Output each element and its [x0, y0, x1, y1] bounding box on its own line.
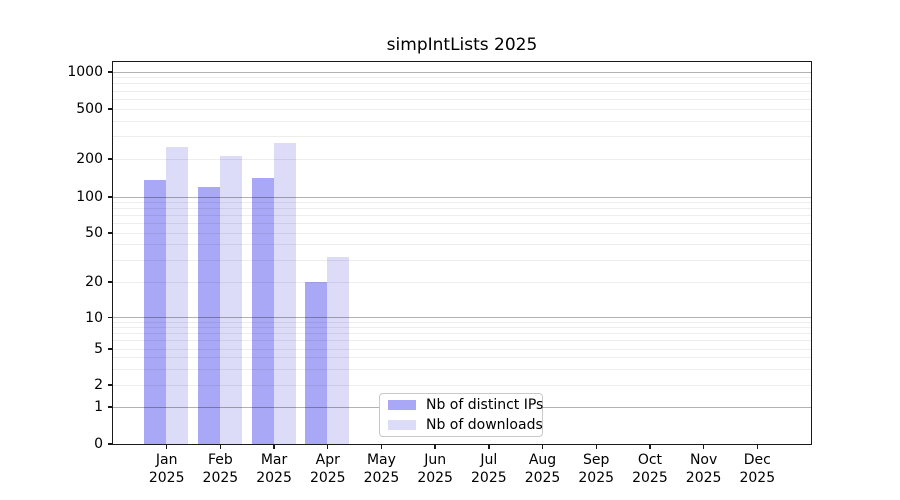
x-tick-label-line: 2025	[685, 469, 722, 486]
legend-swatch-distinct-ips	[388, 400, 416, 410]
gridline-minor-700	[113, 90, 811, 92]
y-tick-label-10: 10	[85, 309, 103, 326]
x-tick-label-nov-2025: Nov 2025	[672, 452, 736, 487]
x-tick-label-jan-2025: Jan 2025	[135, 452, 199, 487]
y-tick-label-1000: 1000	[67, 64, 103, 80]
x-tick-mark-feb-2025	[219, 445, 222, 449]
x-tick-mark-apr-2025	[327, 445, 329, 449]
gridline-minor-800	[113, 83, 811, 85]
bar-nb-of-distinct-ips-mar-2025	[251, 178, 274, 444]
y-tick-mark-500	[108, 108, 112, 110]
x-tick-label-line: Jan	[155, 452, 178, 468]
y-tick-label-100: 100	[76, 189, 103, 205]
y-tick-label-20: 20	[85, 274, 103, 290]
x-tick-label-may-2025: May 2025	[349, 452, 413, 487]
x-tick-label-line: May	[366, 452, 396, 468]
y-tick-label-5: 5	[94, 341, 103, 357]
bar-nb-of-downloads-jan-2025	[166, 146, 189, 444]
y-tick-label-0: 0	[94, 436, 103, 452]
x-tick-label-line: Jul	[480, 452, 498, 468]
chart-title: simpIntLists 2025	[386, 35, 538, 55]
legend-swatch-downloads	[388, 420, 416, 430]
legend-label-downloads: Nb of downloads	[426, 417, 543, 433]
legend: Nb of distinct IPs Nb of downloads	[379, 393, 543, 437]
x-tick-label-line: Dec	[743, 452, 771, 468]
y-tick-mark-5	[108, 348, 112, 350]
x-tick-mark-aug-2025	[541, 445, 544, 449]
x-tick-label-line: 2025	[148, 469, 185, 486]
x-tick-mark-mar-2025	[273, 445, 275, 449]
y-tick-mark-200	[108, 158, 112, 160]
x-tick-label-jun-2025: Jun 2025	[403, 452, 467, 487]
x-tick-label-line: 2025	[417, 469, 453, 486]
gridline-minor-500	[113, 108, 811, 110]
x-tick-label-line: Nov	[689, 452, 718, 468]
x-tick-label-line: 2025	[739, 469, 776, 486]
x-tick-label-oct-2025: Oct 2025	[618, 452, 682, 487]
x-tick-mark-nov-2025	[702, 445, 705, 449]
x-tick-label-line: 2025	[471, 469, 507, 486]
y-tick-mark-1000	[108, 71, 112, 73]
x-tick-mark-jun-2025	[434, 445, 436, 449]
x-tick-label-line: 2025	[363, 469, 400, 486]
gridline-minor-300	[113, 136, 811, 138]
x-tick-label-dec-2025: Dec 2025	[725, 452, 789, 487]
y-tick-mark-20	[108, 281, 112, 283]
x-tick-label-line: Apr	[315, 452, 340, 468]
y-tick-label-2: 2	[94, 377, 103, 393]
y-tick-mark-0	[108, 443, 112, 445]
x-tick-label-line: Jun	[424, 452, 447, 468]
y-tick-mark-50	[108, 232, 112, 234]
y-tick-label-50: 50	[85, 225, 103, 241]
x-tick-label-line: 2025	[256, 469, 292, 486]
x-tick-label-line: 2025	[524, 469, 561, 486]
x-tick-mark-may-2025	[380, 445, 383, 449]
x-tick-label-feb-2025: Feb 2025	[188, 452, 252, 487]
x-tick-label-apr-2025: Apr 2025	[296, 452, 360, 487]
legend-item-distinct-ips: Nb of distinct IPs	[380, 397, 544, 414]
legend-label-distinct-ips: Nb of distinct IPs	[426, 397, 544, 413]
y-tick-label-200: 200	[76, 151, 103, 167]
bar-nb-of-distinct-ips-feb-2025	[198, 187, 221, 444]
x-tick-label-jul-2025: Jul 2025	[457, 452, 521, 487]
legend-item-downloads: Nb of downloads	[380, 417, 543, 434]
x-tick-label-line: Feb	[207, 452, 233, 468]
x-tick-label-line: 2025	[309, 469, 346, 486]
x-tick-label-line: Sep	[583, 452, 610, 468]
y-tick-mark-2	[108, 384, 112, 386]
x-tick-label-line: Aug	[528, 452, 557, 468]
gridline-minor-900	[113, 77, 811, 79]
x-tick-mark-jul-2025	[488, 445, 490, 449]
x-tick-mark-oct-2025	[649, 445, 651, 449]
x-tick-mark-sep-2025	[595, 445, 597, 449]
y-tick-mark-10	[108, 316, 112, 319]
y-tick-mark-1	[108, 406, 112, 408]
plot-area: 1000 500 200 100 50 20 10 5 2 1 0 Jan 2025 Feb 2025 Mar…	[67, 61, 812, 486]
bar-nb-of-downloads-apr-2025	[327, 256, 350, 444]
x-tick-label-aug-2025: Aug 2025	[511, 452, 575, 487]
x-tick-label-line: 2025	[202, 469, 239, 486]
y-tick-mark-100	[108, 196, 112, 198]
x-tick-label-sep-2025: Sep 2025	[564, 452, 628, 487]
bar-nb-of-distinct-ips-apr-2025	[305, 282, 328, 444]
x-tick-label-line: Oct	[637, 452, 663, 468]
x-tick-label-line: 2025	[578, 469, 615, 486]
bar-nb-of-downloads-mar-2025	[273, 143, 296, 444]
x-tick-label-line: Mar	[260, 452, 288, 468]
x-tick-label-line: 2025	[632, 469, 668, 486]
gridline-minor-600	[113, 98, 811, 100]
x-tick-mark-dec-2025	[756, 445, 758, 449]
bar-nb-of-downloads-feb-2025	[220, 156, 243, 444]
x-tick-mark-jan-2025	[165, 445, 168, 449]
gridline-minor-400	[113, 120, 811, 122]
x-tick-label-mar-2025: Mar 2025	[242, 452, 306, 487]
bar-nb-of-distinct-ips-jan-2025	[144, 180, 167, 444]
y-tick-label-1: 1	[94, 399, 103, 415]
y-tick-label-500: 500	[76, 101, 103, 117]
gridline-minor-200	[113, 158, 811, 160]
gridline-major-1000	[113, 71, 811, 73]
